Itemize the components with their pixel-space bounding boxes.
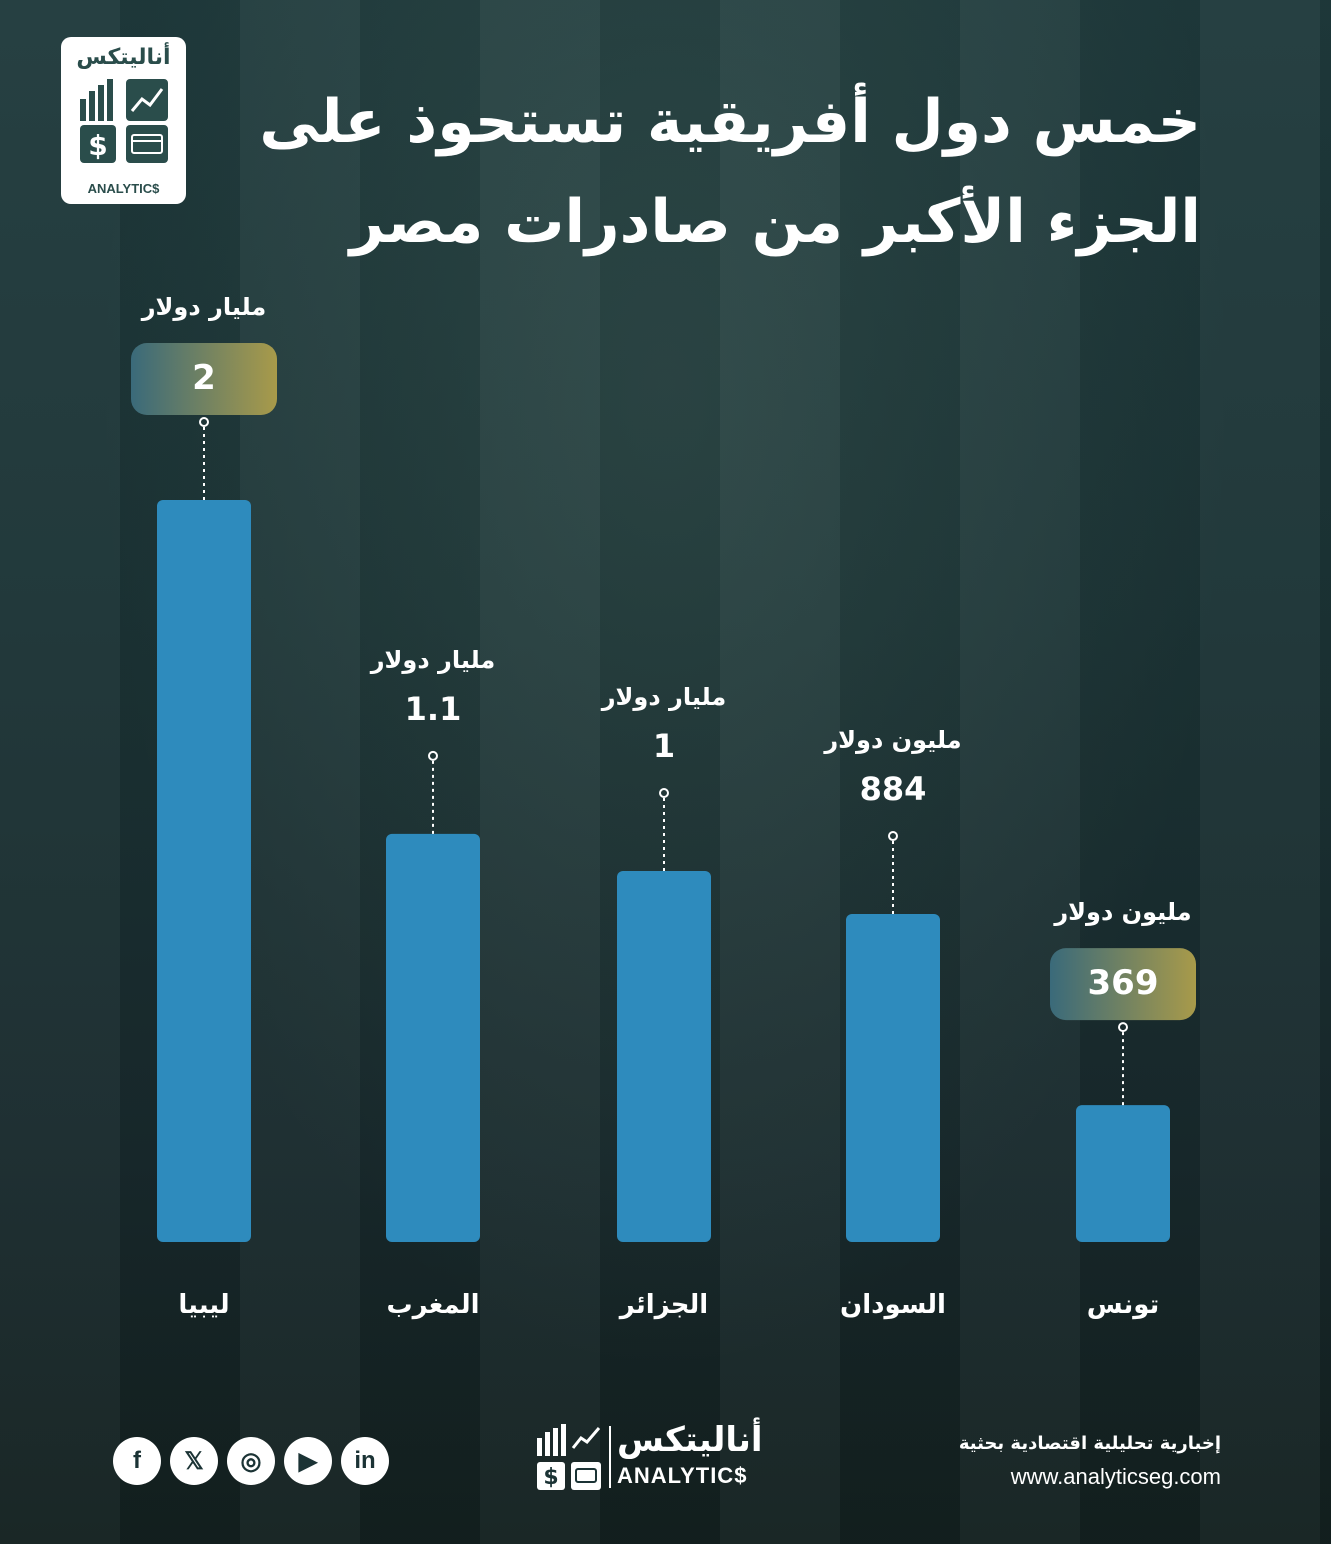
- bar: [846, 914, 940, 1242]
- bar: [617, 871, 711, 1242]
- data-label: 369: [1088, 963, 1159, 1003]
- unit-label: مليار دولار: [370, 646, 496, 674]
- category-label: السودان: [840, 1290, 946, 1320]
- brand-english-text: ANALYTIC$: [617, 1463, 748, 1488]
- logo-arabic-text: أناليتكس: [76, 45, 171, 70]
- footer-tagline: إخبارية تحليلية اقتصادية بحثية: [958, 1433, 1221, 1454]
- x-icon[interactable]: 𝕏: [170, 1437, 218, 1485]
- leader-dot: [1118, 1022, 1128, 1033]
- leader-dot: [888, 831, 898, 842]
- youtube-icon[interactable]: ▶: [284, 1437, 332, 1485]
- social-links: f 𝕏 ◎ ▶ in: [113, 1437, 389, 1485]
- data-label: 1.1: [405, 690, 462, 728]
- category-label: الجزائر: [618, 1290, 708, 1320]
- footer-url-link[interactable]: www.analyticseg.com: [1010, 1464, 1221, 1489]
- facebook-icon[interactable]: f: [113, 1437, 161, 1485]
- bar: [1076, 1105, 1170, 1242]
- data-label: 2: [192, 358, 216, 398]
- svg-text:$: $: [88, 129, 107, 162]
- analytics-logo: أناليتكس $ ANALYTIC$: [61, 37, 186, 204]
- leader-dot: [428, 750, 438, 761]
- bar: [386, 833, 480, 1242]
- unit-label: مليار دولار: [601, 683, 727, 711]
- unit-label: مليون دولار: [823, 726, 961, 754]
- category-label: ليبيا: [178, 1290, 229, 1320]
- bar-chart: 2 مليار دولار ليبيا 1.1 مليار دولار المغرب 1 مل…: [131, 293, 1196, 1320]
- category-label: المغرب: [386, 1290, 479, 1320]
- data-label: 884: [860, 770, 927, 808]
- brand-mark-icon: $: [537, 1424, 601, 1490]
- brand-arabic-text: أناليتكس: [617, 1420, 763, 1460]
- bar: [157, 500, 251, 1242]
- linkedin-icon[interactable]: in: [341, 1437, 389, 1485]
- leader-dot: [659, 788, 669, 798]
- unit-label: مليون دولار: [1053, 898, 1191, 926]
- svg-text:$: $: [543, 1465, 558, 1490]
- page-title: خمس دول أفريقية تستحوذ على الجزء الأكبر …: [259, 87, 1201, 257]
- unit-label: مليار دولار: [141, 293, 267, 321]
- brand-separator: [609, 1426, 611, 1488]
- logo-english-text: ANALYTIC$: [87, 181, 160, 196]
- value-pill: [131, 343, 277, 415]
- logo-mark-icon: $: [80, 79, 168, 163]
- category-label: تونس: [1087, 1290, 1160, 1320]
- value-pill: [1050, 948, 1196, 1021]
- leader-dot: [199, 417, 209, 427]
- data-label: 1: [653, 727, 675, 765]
- footer-brand: $ أناليتكس ANALYTIC$: [535, 1420, 785, 1495]
- instagram-icon[interactable]: ◎: [227, 1437, 275, 1485]
